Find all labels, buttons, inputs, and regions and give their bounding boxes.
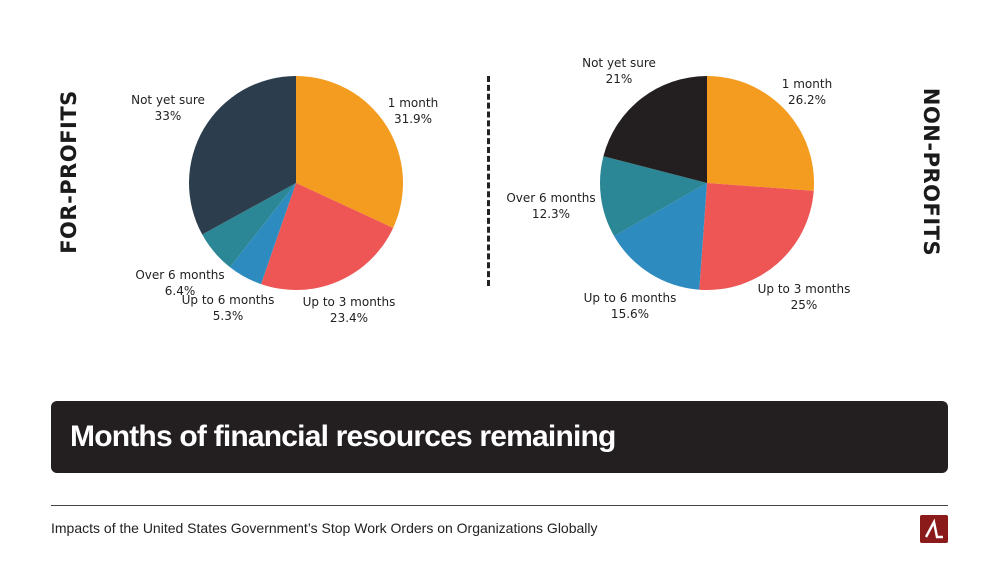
slice-label: Up to 6 months 5.3% bbox=[182, 292, 275, 324]
for-profits-label: FOR-PROFITS bbox=[57, 90, 81, 254]
slice-label-percent: 6.4% bbox=[164, 284, 196, 298]
slice-label: Not yet sure 21% bbox=[582, 55, 656, 87]
slice-label-percent: 26.2% bbox=[787, 93, 827, 107]
pie-slice-up-to-6-months bbox=[614, 183, 707, 290]
pie-slice-1-month bbox=[296, 76, 403, 228]
slice-label-percent: 21% bbox=[605, 72, 633, 86]
slice-label: Up to 6 months 15.6% bbox=[584, 290, 677, 322]
slice-label: 1 month 31.9% bbox=[388, 95, 438, 127]
slice-label-percent: 5.3% bbox=[212, 309, 244, 323]
slice-label-name: Up to 6 months bbox=[181, 293, 275, 307]
slice-label: Up to 3 months 23.4% bbox=[303, 294, 396, 326]
slice-label: Not yet sure 33% bbox=[131, 92, 205, 124]
slice-label-name: Up to 3 months bbox=[757, 282, 851, 296]
footer-rule bbox=[51, 505, 948, 506]
slice-label: Over 6 months 12.3% bbox=[506, 190, 595, 222]
slice-label-percent: 33% bbox=[154, 109, 182, 123]
slice-label-percent: 23.4% bbox=[329, 311, 369, 325]
banner-title: Months of financial resources remaining bbox=[70, 420, 616, 453]
pie-slice-up-to-3-months bbox=[699, 183, 814, 290]
pie-slice-not-yet-sure bbox=[603, 76, 707, 183]
pie-slice-1-month bbox=[707, 76, 815, 191]
slice-label-percent: 31.9% bbox=[393, 112, 433, 126]
slice-label-name: 1 month bbox=[387, 96, 439, 110]
pie-slice-up-to-6-months bbox=[229, 183, 296, 285]
footer-caption: Impacts of the United States Government’… bbox=[51, 520, 598, 536]
slice-label: Up to 3 months 25% bbox=[758, 281, 851, 313]
slice-label-percent: 12.3% bbox=[531, 207, 571, 221]
pie-slice-up-to-3-months bbox=[261, 183, 394, 290]
slice-label-name: Not yet sure bbox=[582, 56, 656, 70]
pie-non-profits bbox=[600, 76, 815, 290]
slice-label-name: Up to 6 months bbox=[583, 291, 677, 305]
pie-for-profits bbox=[189, 76, 403, 290]
slice-label-name: Over 6 months bbox=[135, 268, 225, 282]
dashed-divider bbox=[487, 76, 490, 286]
title-banner: Months of financial resources remaining bbox=[51, 401, 948, 473]
slice-label-name: Not yet sure bbox=[131, 93, 205, 107]
brand-logo-icon bbox=[920, 515, 948, 543]
slice-label-percent: 15.6% bbox=[610, 307, 650, 321]
slice-label-percent: 25% bbox=[790, 298, 818, 312]
slice-label-name: Over 6 months bbox=[506, 191, 596, 205]
non-profits-label: NON-PROFITS bbox=[919, 87, 943, 257]
pie-slice-over-6-months bbox=[600, 156, 707, 237]
slice-label-name: Up to 3 months bbox=[302, 295, 396, 309]
pie-slice-not-yet-sure bbox=[189, 76, 296, 235]
pie-charts-canvas bbox=[189, 76, 815, 290]
slice-label: 1 month 26.2% bbox=[782, 76, 832, 108]
slice-label-name: 1 month bbox=[781, 77, 833, 91]
slice-label: Over 6 months 6.4% bbox=[135, 267, 224, 299]
pie-slice-over-6-months bbox=[202, 183, 296, 268]
